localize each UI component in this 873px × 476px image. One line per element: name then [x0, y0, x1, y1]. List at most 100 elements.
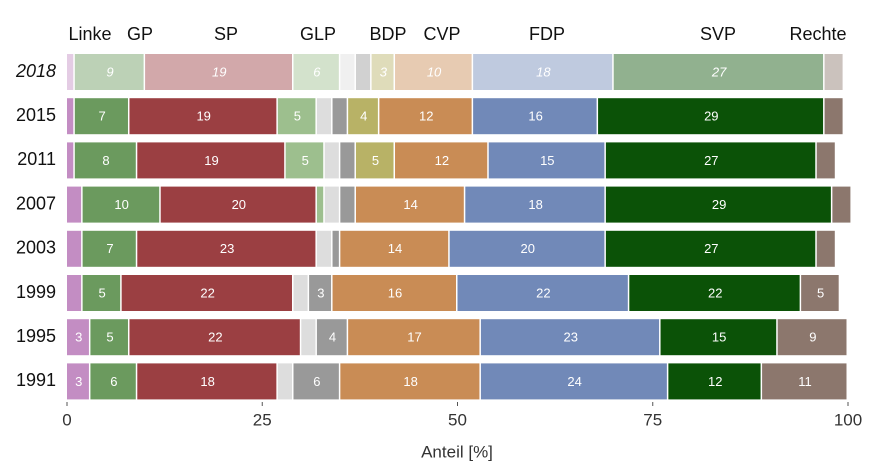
- legend-label: GLP: [300, 24, 336, 44]
- bar-segment: [473, 98, 597, 135]
- bar-segment: [277, 363, 292, 400]
- bar-segment: [348, 319, 480, 356]
- value-label: 5: [372, 153, 379, 168]
- value-label: 19: [204, 153, 218, 168]
- bar-segment: [324, 186, 339, 223]
- bar-segment: [67, 230, 82, 267]
- value-label: 18: [403, 374, 417, 389]
- category-label: 2011: [17, 149, 56, 169]
- bar-segment: [121, 275, 292, 311]
- bar-segment: [816, 230, 835, 267]
- value-label: 7: [106, 241, 113, 256]
- bar-segment: [465, 186, 605, 223]
- bar-segment: [316, 319, 347, 356]
- bar-segment: [67, 54, 74, 90]
- category-label: 2018: [15, 61, 56, 81]
- bar-segment: [74, 54, 144, 90]
- value-label: 16: [528, 109, 542, 124]
- value-label: 24: [567, 374, 581, 389]
- category-label: 2003: [16, 238, 56, 258]
- bar-segment: [129, 98, 277, 135]
- bar-segment: [762, 363, 847, 400]
- category-label: 2015: [16, 105, 56, 125]
- value-label: 3: [380, 64, 388, 79]
- value-label: 7: [99, 109, 106, 124]
- bar-segment: [67, 363, 89, 400]
- bar-segment: [348, 98, 378, 135]
- bar-segment: [160, 186, 316, 223]
- category-label: 1999: [16, 282, 56, 302]
- value-label: 18: [536, 64, 551, 79]
- legend-label: Rechte: [789, 24, 846, 44]
- value-label: 12: [708, 374, 722, 389]
- bar-segment: [293, 363, 339, 400]
- bar-segment: [316, 98, 332, 135]
- bar-segment: [316, 230, 332, 267]
- value-label: 4: [360, 109, 367, 124]
- bar-segment: [801, 275, 839, 311]
- bar-segment: [67, 275, 82, 311]
- x-tick-label: 50: [448, 410, 467, 429]
- bar-segment: [473, 54, 613, 90]
- value-label: 5: [106, 330, 113, 345]
- bar-segment: [340, 186, 355, 223]
- value-label: 5: [294, 109, 301, 124]
- bar-segment: [355, 186, 464, 223]
- bar-segment: [340, 363, 480, 400]
- bar-segment: [598, 98, 824, 135]
- legend-label: CVP: [423, 24, 460, 44]
- bar-segment: [395, 54, 472, 90]
- value-label: 22: [208, 330, 222, 345]
- value-label: 12: [419, 109, 433, 124]
- bar-segment: [285, 142, 324, 179]
- legend-label: GP: [127, 24, 153, 44]
- legend-label: Linke: [68, 24, 111, 44]
- value-label: 20: [232, 197, 246, 212]
- bar-segment: [668, 363, 761, 400]
- category-label: 1991: [16, 370, 56, 390]
- value-label: 29: [704, 109, 718, 124]
- bar-segment: [832, 186, 851, 223]
- bar-segment: [332, 98, 347, 135]
- bar-segment: [67, 319, 89, 356]
- bar-segment: [355, 142, 394, 179]
- bar-segment: [90, 319, 128, 356]
- value-label: 12: [435, 153, 449, 168]
- category-label: 2007: [16, 193, 56, 213]
- value-label: 5: [99, 285, 106, 300]
- bar-segment: [824, 54, 843, 90]
- value-label: 6: [313, 64, 321, 79]
- bar-segment: [82, 275, 121, 311]
- legend-label: SP: [214, 24, 238, 44]
- bar-segment: [277, 98, 316, 135]
- bar-segment: [395, 142, 488, 179]
- value-label: 3: [75, 330, 82, 345]
- value-label: 9: [106, 64, 113, 79]
- bar-segment: [137, 230, 316, 267]
- bar-segment: [340, 230, 449, 267]
- value-label: 8: [102, 153, 109, 168]
- value-label: 15: [712, 330, 726, 345]
- value-label: 9: [809, 330, 816, 345]
- value-label: 29: [712, 197, 726, 212]
- bar-segment: [324, 142, 339, 179]
- bar-segment: [660, 319, 777, 356]
- bar-segment: [67, 98, 74, 135]
- bar-segment: [74, 142, 136, 179]
- value-label: 10: [114, 197, 128, 212]
- bar-segment: [137, 363, 277, 400]
- bar-segment: [340, 142, 355, 179]
- value-label: 19: [196, 109, 210, 124]
- value-label: 17: [407, 330, 421, 345]
- value-label: 27: [704, 153, 718, 168]
- bar-segment: [480, 319, 660, 356]
- bar-segment: [293, 54, 339, 90]
- value-label: 22: [200, 285, 214, 300]
- legend-label: FDP: [529, 24, 565, 44]
- bar-segment: [605, 230, 816, 267]
- bar-segment: [816, 142, 835, 179]
- value-label: 15: [540, 153, 554, 168]
- bar-segment: [613, 54, 824, 90]
- bar-segment: [340, 54, 355, 90]
